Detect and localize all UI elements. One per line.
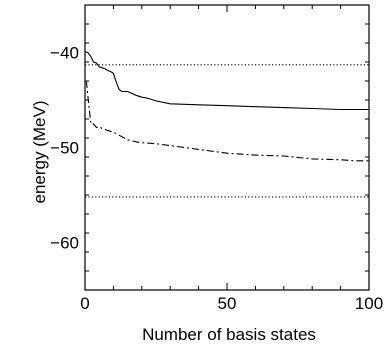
x-axis-label: Number of basis states <box>142 325 316 344</box>
y-tick-label: −40 <box>50 44 79 63</box>
x-tick-label: 100 <box>355 294 383 313</box>
y-axis-label: energy (MeV) <box>30 101 49 204</box>
series-lines <box>84 51 369 198</box>
x-tick-label: 50 <box>218 294 237 313</box>
series-line-solid <box>84 51 369 111</box>
x-tick-label: 0 <box>80 294 89 313</box>
series-line-dashdot <box>85 80 369 162</box>
plot-frame <box>84 4 370 291</box>
tick-labels: 0 50 100 −40 −50 −60 <box>50 44 383 314</box>
y-tick-label: −50 <box>50 139 79 158</box>
tick-marks <box>84 4 370 291</box>
y-tick-label: −60 <box>50 234 79 253</box>
